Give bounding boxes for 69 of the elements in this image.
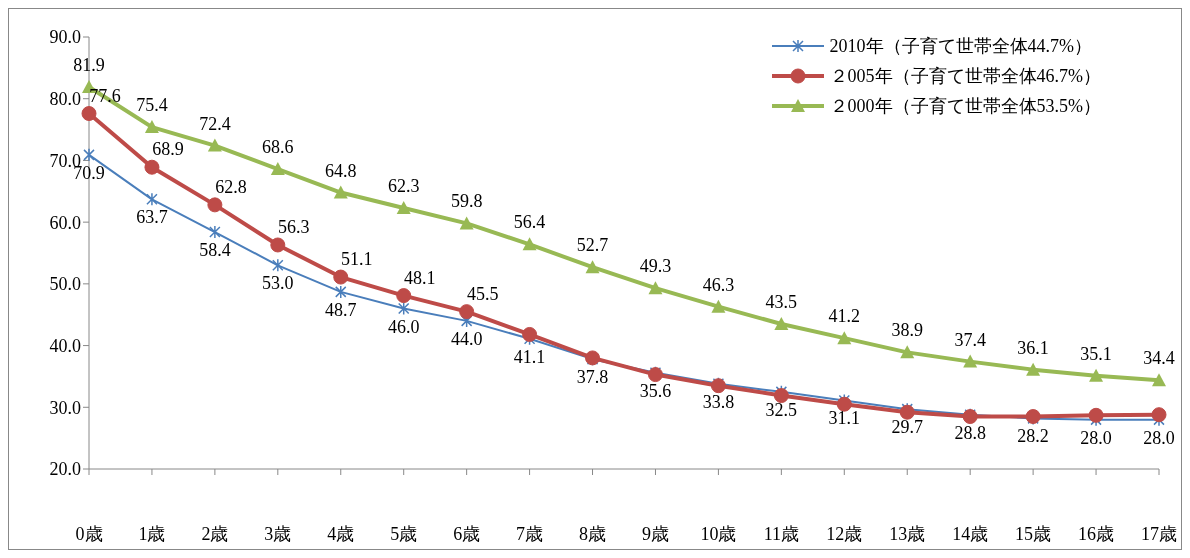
y-tick-label: 60.0 [49, 212, 81, 233]
data-label: 38.9 [891, 320, 923, 341]
data-label: 33.8 [702, 391, 735, 412]
data-label: 56.4 [513, 212, 546, 233]
x-tick-label: 6歳 [453, 523, 481, 544]
legend-label: ２005年（子育て世帯全体46.7%） [829, 65, 1101, 88]
x-tick-label: 1歳 [138, 523, 166, 544]
x-tick-label: 8歳 [579, 523, 607, 544]
y-tick-label: 80.0 [49, 89, 81, 110]
data-label: 51.1 [341, 249, 373, 270]
x-tick-label: 5歳 [390, 523, 418, 544]
data-label: 58.4 [199, 240, 231, 261]
y-tick-label: 50.0 [49, 274, 81, 295]
data-label: 28.8 [954, 422, 986, 443]
x-tick-label: 13歳 [889, 523, 926, 544]
x-tick-label: 14歳 [952, 523, 989, 544]
data-label: 59.8 [450, 191, 483, 212]
x-tick-label: 2歳 [201, 523, 229, 544]
data-label: 64.8 [325, 160, 357, 181]
y-tick-label: 30.0 [49, 397, 81, 418]
data-label: 52.7 [576, 235, 609, 256]
data-label: 45.5 [466, 283, 499, 304]
data-label: 43.5 [765, 291, 798, 312]
x-tick-label: 12歳 [826, 523, 863, 544]
x-tick-label: 3歳 [264, 523, 292, 544]
data-label: 62.8 [215, 176, 247, 197]
y-tick-label: 90.0 [49, 27, 81, 48]
legend-label: 2010年（子育て世帯全体44.7%） [829, 35, 1092, 58]
data-label: 68.6 [262, 137, 294, 158]
data-label: 68.9 [152, 139, 184, 160]
y-tick-label: 40.0 [49, 335, 81, 356]
data-label: 37.4 [954, 329, 986, 350]
data-label: 36.1 [1017, 337, 1049, 358]
data-label: 56.3 [278, 216, 310, 237]
data-label: 44.0 [450, 328, 483, 349]
data-label: 62.3 [387, 175, 420, 196]
data-label: 29.7 [891, 417, 923, 438]
data-label: 37.8 [576, 367, 609, 388]
data-label: 28.0 [1080, 427, 1112, 448]
x-tick-label: 7歳 [516, 523, 544, 544]
data-label: 34.4 [1143, 348, 1175, 369]
x-tick-label: 16歳 [1078, 523, 1115, 544]
data-label: 72.4 [199, 113, 231, 134]
data-label: 81.9 [73, 54, 105, 75]
data-label: 75.4 [136, 95, 168, 116]
y-tick-label: 20.0 [49, 459, 81, 480]
data-label: 48.1 [403, 267, 436, 288]
data-label: 35.1 [1080, 343, 1112, 364]
data-label: 41.1 [513, 346, 546, 367]
x-tick-label: 17歳 [1141, 523, 1177, 544]
data-label: 46.3 [702, 274, 735, 295]
data-label: 63.7 [136, 207, 168, 228]
data-label: 31.1 [828, 408, 861, 429]
legend-label: ２000年（子育て世帯全体53.5%） [829, 95, 1101, 118]
data-label: 53.0 [262, 273, 294, 294]
x-tick-label: 9歳 [641, 523, 669, 544]
x-tick-label: 11歳 [763, 523, 800, 544]
x-tick-label: 0歳 [75, 523, 103, 544]
data-label: 28.0 [1143, 427, 1175, 448]
x-tick-label: 15歳 [1015, 523, 1052, 544]
data-label: 41.2 [828, 306, 861, 327]
data-label: 46.0 [387, 316, 420, 337]
data-label: 48.7 [325, 299, 357, 320]
data-label: 49.3 [639, 256, 672, 277]
data-label: 32.5 [765, 399, 798, 420]
x-tick-label: 10歳 [700, 523, 737, 544]
x-tick-label: 4歳 [327, 523, 355, 544]
data-label: 28.2 [1017, 426, 1049, 447]
data-label: 35.6 [639, 380, 672, 401]
